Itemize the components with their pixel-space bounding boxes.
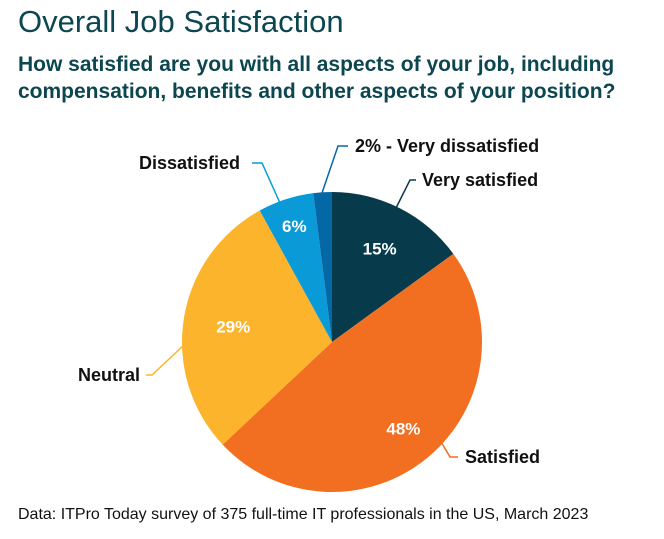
leader-line-neutral xyxy=(146,344,185,376)
slice-label-very-satisfied: Very satisfied xyxy=(422,170,538,190)
slice-label-satisfied: Satisfied xyxy=(465,447,540,467)
pie-slice-satisfied xyxy=(222,253,482,492)
leader-line-satisfied xyxy=(439,439,458,458)
slice-label-neutral: Neutral xyxy=(78,365,140,385)
leader-line-very-satisfied xyxy=(394,179,416,211)
slice-label-dissatisfied: Dissatisfied xyxy=(139,153,240,173)
leader-line-very-dissatisfied xyxy=(321,145,348,194)
pie-slice-very-satisfied xyxy=(332,192,454,342)
pie-slice-very-dissatisfied xyxy=(313,192,332,342)
value-label-neutral: 29% xyxy=(216,317,250,336)
source-note: Data: ITPro Today survey of 375 full-tim… xyxy=(18,506,589,523)
value-label-very-satisfied: 15% xyxy=(363,239,397,258)
pie-slice-dissatisfied xyxy=(259,193,332,342)
pie-slice-neutral xyxy=(181,210,332,445)
slice-label-very-dissatisfied: 2% - Very dissatisfied xyxy=(355,136,539,156)
leader-line-dissatisfied xyxy=(252,162,281,204)
value-label-dissatisfied: 6% xyxy=(282,217,307,236)
chart-title: Overall Job Satisfaction xyxy=(18,4,344,39)
value-label-satisfied: 48% xyxy=(386,419,420,438)
chart-subtitle: How satisfied are you with all aspects o… xyxy=(18,53,616,103)
